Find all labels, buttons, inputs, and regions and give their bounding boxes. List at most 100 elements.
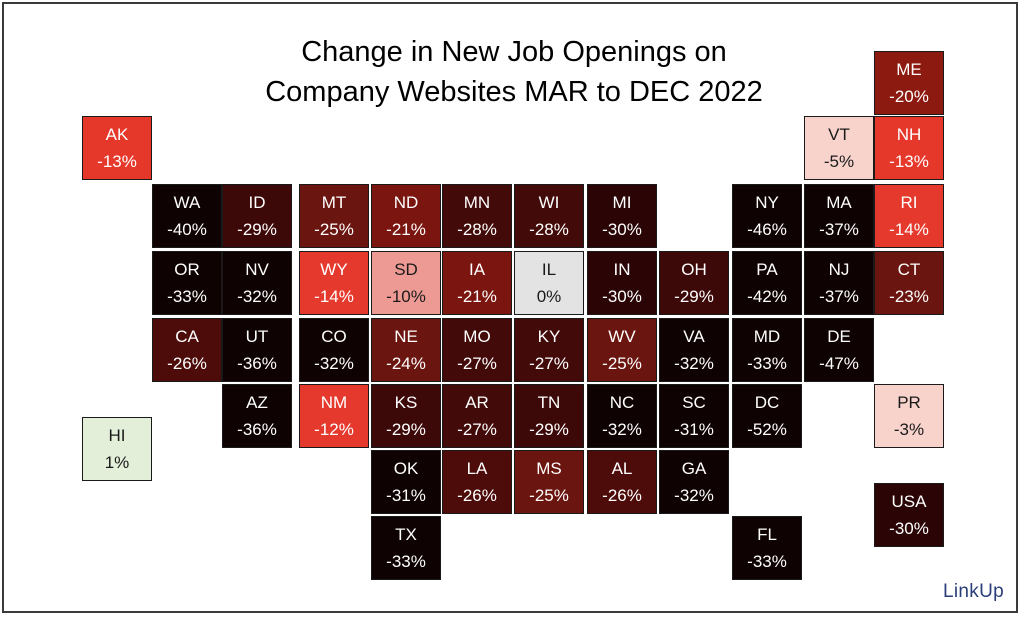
tile-code: NJ — [828, 260, 850, 279]
tile-hi: HI 1% — [82, 417, 152, 481]
tile-value: -27% — [457, 354, 497, 373]
tile-value: -30% — [602, 287, 642, 306]
tile-co: CO -32% — [299, 318, 369, 382]
tile-code: PR — [897, 393, 921, 412]
tile-il: IL 0% — [514, 251, 584, 315]
tile-code: MT — [321, 193, 347, 212]
tile-value: -29% — [386, 420, 426, 439]
tile-value: -40% — [167, 220, 207, 239]
tile-mi: MI -30% — [587, 184, 657, 248]
tile-nd: ND -21% — [371, 184, 441, 248]
tile-md: MD -33% — [732, 318, 802, 382]
tile-nj: NJ -37% — [804, 251, 874, 315]
tile-code: MD — [753, 327, 781, 346]
tile-id: ID -29% — [222, 184, 292, 248]
tile-value: -42% — [747, 287, 787, 306]
tile-mn: MN -28% — [442, 184, 512, 248]
tile-code: AR — [465, 393, 489, 412]
tile-dc: DC -52% — [732, 384, 802, 448]
tile-code: USA — [891, 492, 927, 511]
tile-de: DE -47% — [804, 318, 874, 382]
linkup-logo: LinkUp — [943, 581, 1004, 602]
tile-value: -33% — [167, 287, 207, 306]
tile-code: UT — [245, 327, 269, 346]
tile-value: -32% — [237, 287, 277, 306]
tile-value: -21% — [457, 287, 497, 306]
tile-code: SC — [682, 393, 706, 412]
tile-wy: WY -14% — [299, 251, 369, 315]
tile-value: -14% — [314, 287, 354, 306]
tile-code: GA — [681, 459, 707, 478]
tile-mt: MT -25% — [299, 184, 369, 248]
tile-value: -24% — [386, 354, 426, 373]
tile-sc: SC -31% — [659, 384, 729, 448]
tile-ia: IA -21% — [442, 251, 512, 315]
tile-code: DC — [754, 393, 780, 412]
tile-code: OK — [393, 459, 419, 478]
tile-value: -32% — [314, 354, 354, 373]
tile-al: AL -26% — [587, 450, 657, 514]
tile-code: NH — [896, 125, 922, 144]
tile-code: MS — [536, 459, 562, 478]
tile-value: -20% — [889, 87, 929, 106]
tile-ne: NE -24% — [371, 318, 441, 382]
tile-code: PA — [756, 260, 778, 279]
tile-code: MA — [826, 193, 852, 212]
tile-value: -26% — [602, 486, 642, 505]
tile-value: 1% — [104, 453, 130, 472]
tile-value: -25% — [529, 486, 569, 505]
tile-value: -23% — [889, 287, 929, 306]
tile-ky: KY -27% — [514, 318, 584, 382]
tile-value: -33% — [386, 552, 426, 571]
tile-code: MI — [612, 193, 632, 212]
tile-code: CO — [321, 327, 347, 346]
tile-value: -32% — [602, 420, 642, 439]
tile-pr: PR -3% — [874, 384, 944, 448]
tile-value: -30% — [602, 220, 642, 239]
tile-value: -30% — [889, 519, 929, 538]
tile-nv: NV -32% — [222, 251, 292, 315]
tile-code: KY — [537, 327, 561, 346]
tile-la: LA -26% — [442, 450, 512, 514]
tile-code: MO — [463, 327, 491, 346]
tile-tn: TN -29% — [514, 384, 584, 448]
tile-value: -47% — [819, 354, 859, 373]
tile-ca: CA -26% — [152, 318, 222, 382]
tile-code: CA — [175, 327, 199, 346]
tile-value: -26% — [457, 486, 497, 505]
tile-in: IN -30% — [587, 251, 657, 315]
tile-value: -25% — [314, 220, 354, 239]
tile-ma: MA -37% — [804, 184, 874, 248]
tile-code: WA — [173, 193, 201, 212]
tile-code: AZ — [246, 393, 268, 412]
tile-value: -32% — [674, 486, 714, 505]
tile-code: VA — [683, 327, 705, 346]
tile-value: -32% — [674, 354, 714, 373]
title-line-2: Company Websites MAR to DEC 2022 — [265, 76, 763, 108]
tile-code: SD — [394, 260, 418, 279]
tile-nm: NM -12% — [299, 384, 369, 448]
tile-code: OH — [681, 260, 707, 279]
tile-code: TN — [537, 393, 561, 412]
tile-code: NC — [609, 393, 635, 412]
tile-value: -25% — [602, 354, 642, 373]
tile-value: -13% — [97, 152, 137, 171]
tile-value: -5% — [823, 152, 855, 171]
tile-value: -3% — [893, 420, 925, 439]
tile-code: WI — [538, 193, 560, 212]
tile-wv: WV -25% — [587, 318, 657, 382]
tile-oh: OH -29% — [659, 251, 729, 315]
tile-value: -29% — [237, 220, 277, 239]
tile-value: -14% — [889, 220, 929, 239]
tile-or: OR -33% — [152, 251, 222, 315]
tile-code: NY — [755, 193, 779, 212]
tile-usa: USA -30% — [874, 483, 944, 547]
tile-code: NM — [320, 393, 348, 412]
tile-value: -33% — [747, 354, 787, 373]
tile-value: -36% — [237, 354, 277, 373]
tile-value: -28% — [529, 220, 569, 239]
tile-sd: SD -10% — [371, 251, 441, 315]
map-title: Change in New Job Openings on Company We… — [204, 32, 824, 112]
tile-value: -21% — [386, 220, 426, 239]
tile-wi: WI -28% — [514, 184, 584, 248]
